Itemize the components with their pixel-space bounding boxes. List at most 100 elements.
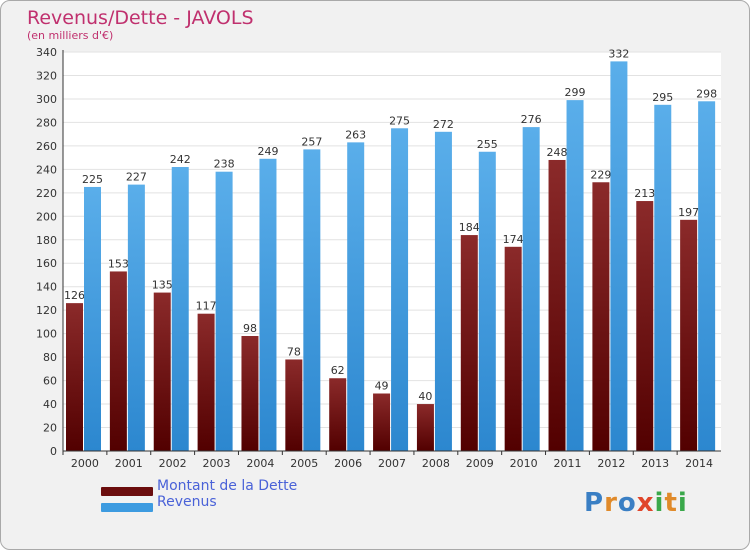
y-tick-label: 300 [36, 93, 57, 106]
debt-bar [197, 313, 215, 451]
y-tick-label: 320 [36, 69, 57, 82]
debt-value-label: 153 [108, 257, 129, 270]
revenus-value-label: 332 [608, 47, 629, 60]
x-tick-label: 2004 [246, 457, 274, 470]
x-tick-label: 2007 [378, 457, 406, 470]
debt-bar [680, 219, 698, 451]
revenus-bar [610, 61, 628, 451]
y-tick-label: 80 [43, 351, 57, 364]
revenus-value-label: 299 [565, 86, 586, 99]
debt-value-label: 78 [287, 345, 301, 358]
debt-value-label: 197 [678, 206, 699, 219]
y-tick-label: 120 [36, 304, 57, 317]
debt-bar [504, 246, 522, 451]
revenus-bar [654, 104, 672, 451]
x-tick-label: 2003 [203, 457, 231, 470]
bars: 126 225 153 227 135 242 117 238 98 249 78 257 62 263 4… [64, 47, 717, 452]
revenus-bar [127, 184, 145, 451]
revenus-value-label: 272 [433, 118, 454, 131]
debt-bar [66, 303, 83, 451]
legend-item-debt: Montant de la Dette [101, 478, 297, 496]
revenus-bar [566, 100, 584, 451]
revenus-value-label: 227 [126, 171, 147, 184]
revenus-value-label: 257 [301, 135, 322, 148]
y-tick-label: 220 [36, 187, 57, 200]
revenus-bar [171, 167, 189, 451]
y-tick-label: 240 [36, 163, 57, 176]
chart-subtitle: (en milliers d'€) [27, 29, 114, 42]
y-tick-label: 0 [50, 445, 57, 458]
proxiti-logo: Proxiti [584, 488, 688, 518]
debt-bar [416, 404, 434, 451]
y-tick-label: 200 [36, 210, 57, 223]
revenus-bar [259, 158, 277, 451]
revenus-value-label: 275 [389, 114, 410, 127]
y-tick-label: 60 [43, 375, 57, 388]
legend-swatch-revenus [101, 503, 153, 512]
debt-value-label: 174 [503, 233, 524, 246]
x-tick-label: 2005 [290, 457, 318, 470]
debt-value-label: 126 [64, 289, 85, 302]
logo-letter: x [636, 488, 655, 518]
legend-swatch-debt [101, 487, 153, 496]
logo-letter: i [677, 488, 688, 518]
y-tick-label: 260 [36, 140, 57, 153]
x-tick-label: 2002 [159, 457, 187, 470]
revenus-value-label: 238 [214, 158, 235, 171]
chart-title: Revenus/Dette - JAVOLS [27, 7, 254, 29]
revenus-bar [434, 131, 452, 452]
revenus-bar [391, 128, 409, 451]
debt-bar [109, 271, 127, 451]
debt-bar [548, 159, 566, 451]
debt-bar [241, 335, 259, 451]
logo-letter: t [664, 488, 678, 518]
debt-value-label: 49 [375, 379, 389, 392]
legend-label-revenus: Revenus [157, 494, 217, 510]
revenus-bar [698, 101, 716, 451]
revenus-bar [522, 127, 540, 451]
debt-bar [373, 393, 391, 451]
revenus-bar [84, 186, 101, 452]
legend-item-revenus: Revenus [101, 494, 217, 512]
debt-value-label: 248 [547, 146, 568, 159]
y-tick-label: 40 [43, 398, 57, 411]
y-tick-label: 100 [36, 328, 57, 341]
x-tick-label: 2006 [334, 457, 362, 470]
debt-value-label: 135 [152, 279, 173, 292]
x-tick-label: 2012 [597, 457, 625, 470]
revenus-value-label: 276 [521, 113, 542, 126]
revenus-value-label: 249 [257, 145, 278, 158]
revenus-bar [347, 142, 365, 452]
y-tick-label: 140 [36, 281, 57, 294]
legend-label-debt: Montant de la Dette [157, 478, 298, 494]
debt-bar [285, 359, 303, 451]
revenus-value-label: 295 [652, 91, 673, 104]
revenus-bar [215, 171, 233, 451]
x-tick-label: 2008 [422, 457, 450, 470]
debt-value-label: 62 [331, 364, 345, 377]
debt-bar [460, 235, 478, 451]
debt-value-label: 229 [590, 168, 611, 181]
x-tick-label: 2011 [553, 457, 581, 470]
debt-bar [592, 182, 610, 451]
revenus-value-label: 263 [345, 128, 366, 141]
y-tick-label: 20 [43, 422, 57, 435]
debt-value-label: 117 [196, 300, 217, 313]
debt-bar [329, 378, 347, 451]
debt-bar [636, 201, 654, 451]
x-tick-label: 2013 [641, 457, 669, 470]
x-tick-label: 2010 [510, 457, 538, 470]
revenus-value-label: 242 [170, 153, 191, 166]
axes: 0 20 40 60 80 100 120 140 160 180 200 220 240 260 280 3… [36, 46, 721, 470]
y-tick-label: 180 [36, 234, 57, 247]
y-tick-label: 160 [36, 257, 57, 270]
revenus-value-label: 255 [477, 138, 498, 151]
revenus-value-label: 298 [696, 87, 717, 100]
debt-bar [153, 292, 171, 451]
debt-value-label: 40 [418, 390, 432, 403]
logo-letter: P [584, 488, 605, 518]
debt-value-label: 98 [243, 322, 257, 335]
y-tick-label: 340 [36, 46, 57, 59]
